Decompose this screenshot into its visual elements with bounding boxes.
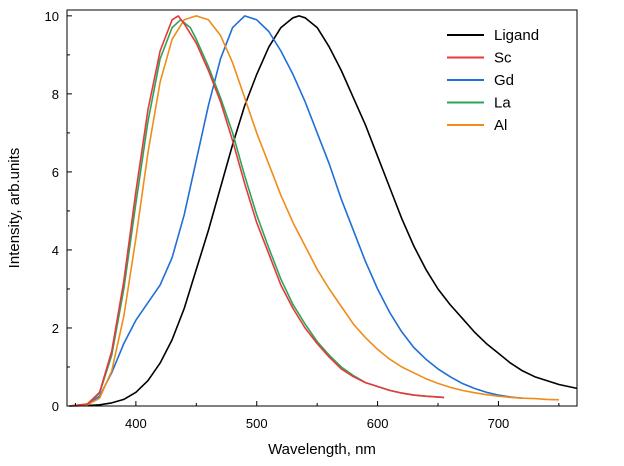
x-tick-label: 500 [246,416,268,431]
y-axis-label: Intensity, arb.units [6,148,23,269]
legend-label-al: Al [494,117,507,134]
y-tick-label: 8 [52,87,59,102]
series-line-gd [69,15,523,407]
y-tick-label: 10 [45,9,59,24]
y-tick-label: 6 [52,165,59,180]
series-line-al [69,15,559,407]
x-tick-label: 700 [488,416,510,431]
series-line-sc [69,15,445,407]
y-tick-label: 2 [52,321,59,336]
legend-label-la: La [494,95,511,112]
series-line-ligand [69,15,578,407]
x-tick-label: 400 [125,416,147,431]
x-axis-label: Wavelength, nm [268,441,376,458]
plot-frame [66,9,578,407]
legend-label-sc: Sc [494,50,512,67]
y-axis-ticks: 0 2 4 6 8 10 [45,9,72,414]
legend-label-ligand: Ligand [494,27,539,44]
x-tick-label: 600 [367,416,389,431]
x-axis-ticks: 400 500 600 700 [74,401,560,431]
legend: Ligand Sc Gd La Al [447,27,539,134]
y-tick-label: 0 [52,399,59,414]
series-line-la [69,18,445,407]
series-curves [69,15,578,407]
y-tick-label: 4 [52,243,59,258]
legend-label-gd: Gd [494,72,514,89]
